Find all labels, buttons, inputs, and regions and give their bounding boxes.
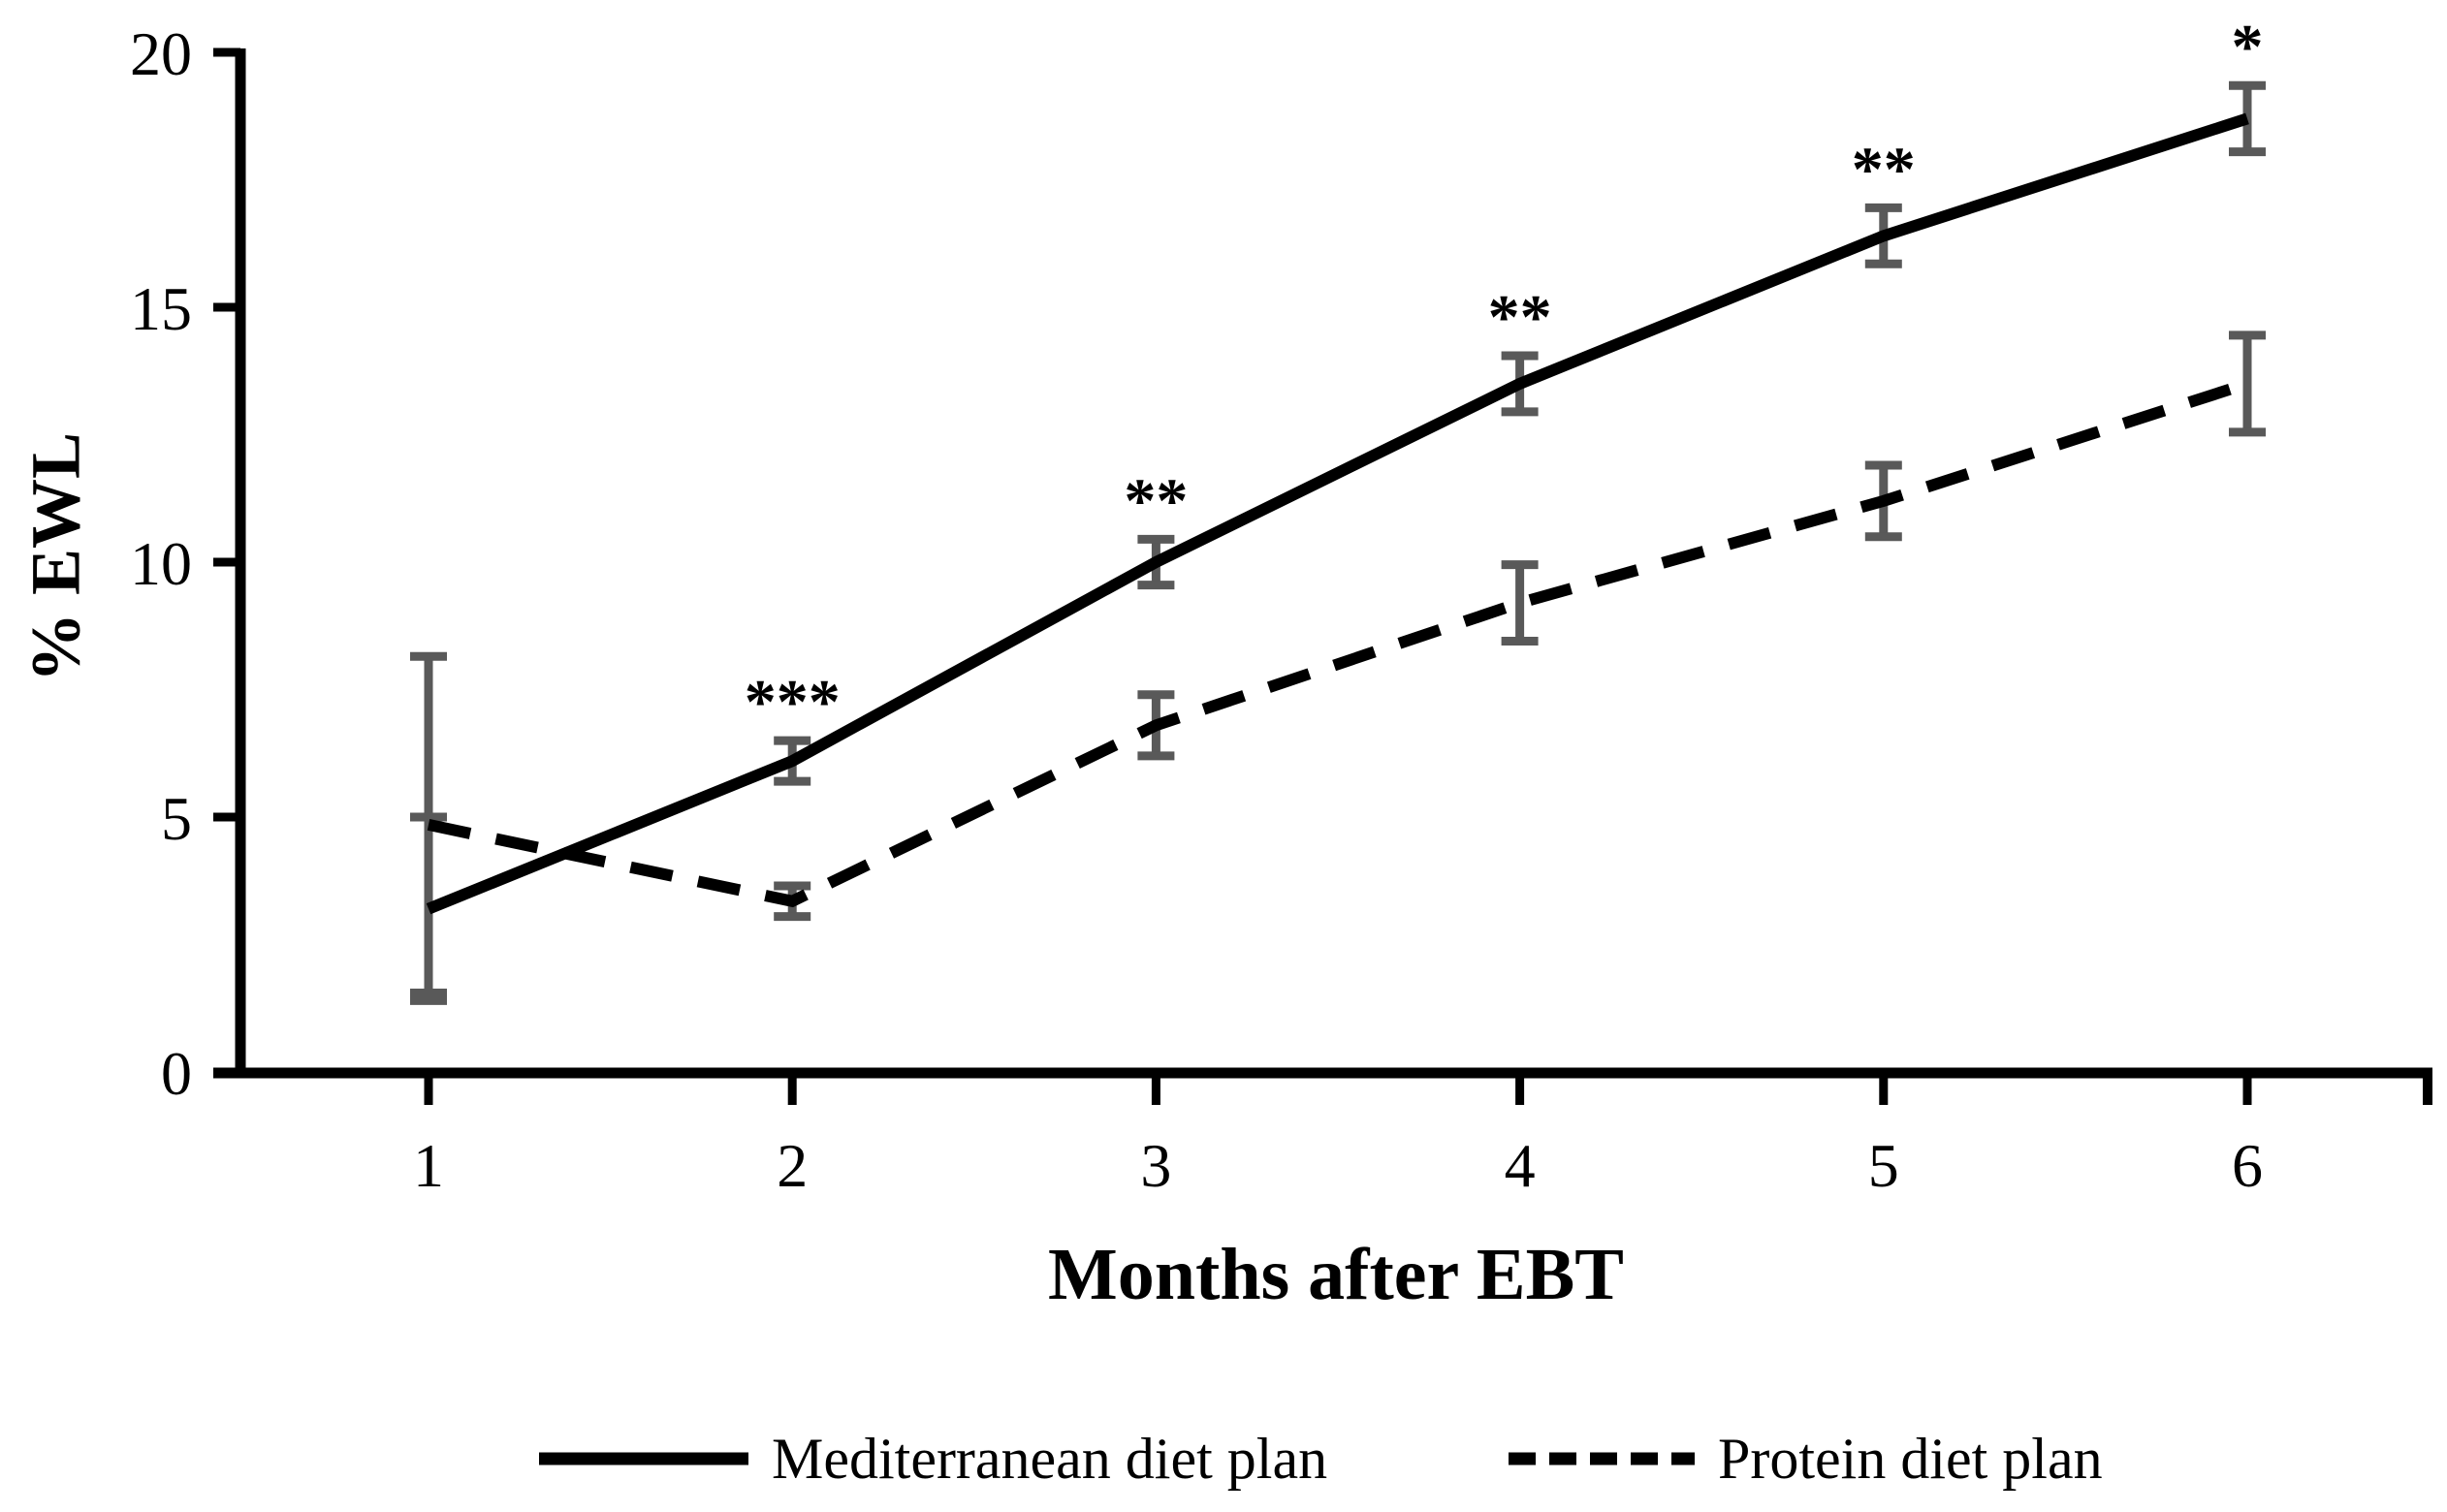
dashed-line-swatch [1509, 1452, 1695, 1465]
y-tick-label-0: 0 [161, 1039, 192, 1108]
y-tick-label-10: 10 [130, 529, 192, 598]
x-tick-label-3: 3 [1140, 1131, 1171, 1200]
x-tick-label-4: 4 [1505, 1131, 1536, 1200]
y-tick-label-15: 15 [130, 274, 192, 343]
x-tick-label-5: 5 [1868, 1131, 1899, 1200]
legend-label-protein: Protein diet plan [1718, 1426, 2103, 1491]
solid-line-swatch [539, 1452, 748, 1465]
significance-marker-month-6: * [2232, 12, 2264, 82]
significance-marker-month-2: *** [745, 667, 841, 738]
x-tick-label-2: 2 [777, 1131, 808, 1200]
x-axis-title: Months after EBT [1048, 1234, 1624, 1315]
legend: Mediterranean diet plan Protein diet pla… [0, 1410, 2447, 1507]
legend-item-protein: Protein diet plan [1509, 1410, 2103, 1507]
significance-marker-month-5: ** [1852, 134, 1916, 205]
x-tick-label-1: 1 [413, 1131, 444, 1200]
y-tick-label-5: 5 [161, 784, 192, 853]
significance-marker-month-4: ** [1488, 282, 1552, 353]
significance-marker-month-3: ** [1124, 465, 1188, 536]
x-tick-label-6: 6 [2232, 1131, 2263, 1200]
protein-line [427, 378, 2249, 908]
legend-label-mediterranean: Mediterranean diet plan [772, 1426, 1328, 1491]
mediterranean-line [426, 112, 2249, 915]
legend-item-mediterranean: Mediterranean diet plan [539, 1410, 1327, 1507]
y-axis-title: % EWL [16, 431, 95, 683]
y-tick-label-20: 20 [130, 19, 192, 88]
